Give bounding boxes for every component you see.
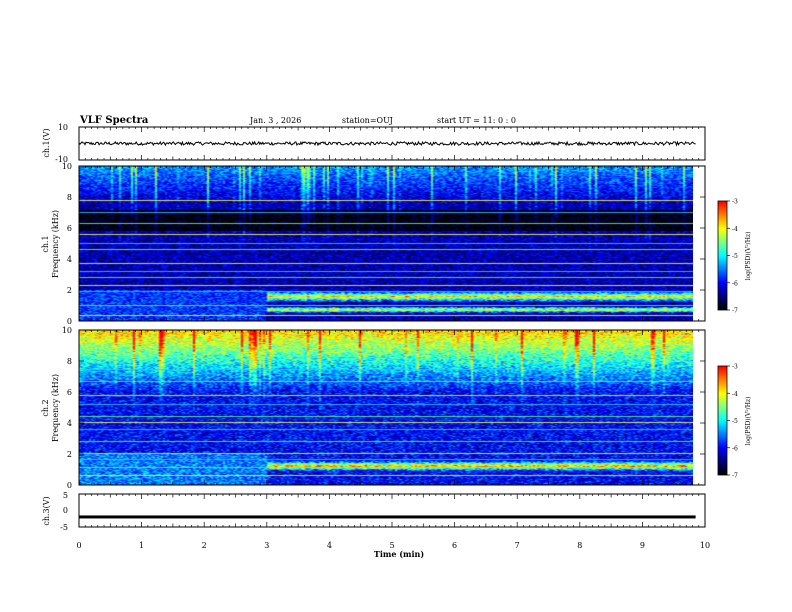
ch3-waveform-panel: 5 0 -5 ch.3(V) bbox=[42, 491, 706, 532]
ch2-spec-ytick-label: 0 bbox=[67, 481, 72, 490]
x-tick-label: 9 bbox=[640, 541, 645, 550]
start-time-label: start UT = 11: 0 : 0 bbox=[437, 116, 516, 125]
x-axis: 0 1 2 3 4 5 6 7 8 9 10 bbox=[76, 541, 710, 550]
ch2-spec-ytick-label: 8 bbox=[67, 357, 72, 366]
ch3-ytick-bottom: -5 bbox=[60, 523, 68, 532]
ch1-colorbar-label: log(PSD)(V²/Hz) bbox=[745, 232, 752, 281]
ch1-colorbar-tick: -3 bbox=[732, 199, 738, 206]
ch3-ytick-middle: 0 bbox=[63, 506, 68, 515]
ch1-waveform-trace bbox=[78, 140, 696, 147]
ch2-colorbar-tick: -6 bbox=[732, 445, 738, 452]
ch2-spectrogram-image bbox=[79, 330, 693, 485]
ch1-waveform-panel: 10 -10 ch.1(V) bbox=[42, 123, 706, 164]
ch1-spectrogram-image bbox=[79, 166, 693, 321]
ch1-ylabel: ch.1(V) bbox=[42, 128, 51, 157]
ch1-colorbar-tick: -4 bbox=[732, 226, 738, 233]
x-tick-label: 3 bbox=[264, 541, 269, 550]
ch1-spec-ytick-label: 2 bbox=[67, 286, 72, 295]
ch1-spec-ylabel-channel: ch.1 bbox=[41, 235, 50, 252]
ch2-colorbar-tick: -5 bbox=[732, 418, 738, 425]
ch1-colorbar-tick: -6 bbox=[732, 280, 738, 287]
ch2-spec-ylabel-channel: ch.2 bbox=[41, 399, 50, 416]
ch1-spec-ytick-label: 0 bbox=[67, 317, 72, 326]
ch3-ylabel: ch.3(V) bbox=[42, 496, 51, 525]
figure-title: VLF Spectra bbox=[79, 115, 149, 126]
ch2-colorbar-tick: -7 bbox=[732, 473, 738, 480]
x-axis-label: Time (min) bbox=[374, 549, 424, 559]
ch3-waveform-trace bbox=[79, 515, 696, 519]
ch1-spec-ytick-label: 10 bbox=[62, 162, 72, 171]
ch2-spec-ytick-label: 2 bbox=[67, 450, 72, 459]
ch2-colorbar-tick: -3 bbox=[732, 364, 738, 371]
ch1-ytick-bottom: -10 bbox=[55, 155, 68, 164]
ch1-colorbar bbox=[718, 201, 727, 310]
x-tick-label: 5 bbox=[389, 541, 394, 550]
date-label: Jan. 3 , 2026 bbox=[249, 116, 301, 125]
x-tick-label: 10 bbox=[700, 541, 710, 550]
ch2-spec-ylabel-frequency: Frequency (kHz) bbox=[51, 374, 60, 442]
x-tick-label: 1 bbox=[139, 541, 144, 550]
ch2-spec-ytick-label: 10 bbox=[62, 326, 72, 335]
ch2-colorbar-tick: -4 bbox=[732, 391, 738, 398]
station-label: station=OUJ bbox=[342, 116, 393, 125]
x-tick-label: 2 bbox=[202, 541, 207, 550]
ch1-spec-ytick-label: 4 bbox=[67, 255, 72, 264]
x-tick-label: 8 bbox=[577, 541, 582, 550]
ch1-ytick-top: 10 bbox=[58, 123, 68, 132]
x-tick-label: 4 bbox=[327, 541, 332, 550]
ch2-spec-ytick-label: 6 bbox=[67, 388, 72, 397]
ch2-colorbar-label: log(PSD)(V²/Hz) bbox=[745, 397, 752, 446]
ch2-colorbar bbox=[718, 366, 727, 475]
x-tick-label: 7 bbox=[515, 541, 520, 550]
ch1-spec-ytick-label: 6 bbox=[67, 224, 72, 233]
ch1-spec-ytick-label: 8 bbox=[67, 193, 72, 202]
x-tick-label: 0 bbox=[76, 541, 81, 550]
ch1-spec-ylabel-frequency: Frequency (kHz) bbox=[51, 210, 60, 278]
ch3-ytick-top: 5 bbox=[63, 491, 68, 500]
x-tick-label: 6 bbox=[452, 541, 457, 550]
ch1-colorbar-tick: -7 bbox=[732, 308, 738, 315]
ch2-spec-ytick-label: 4 bbox=[67, 419, 72, 428]
ch1-colorbar-tick: -5 bbox=[732, 253, 738, 260]
